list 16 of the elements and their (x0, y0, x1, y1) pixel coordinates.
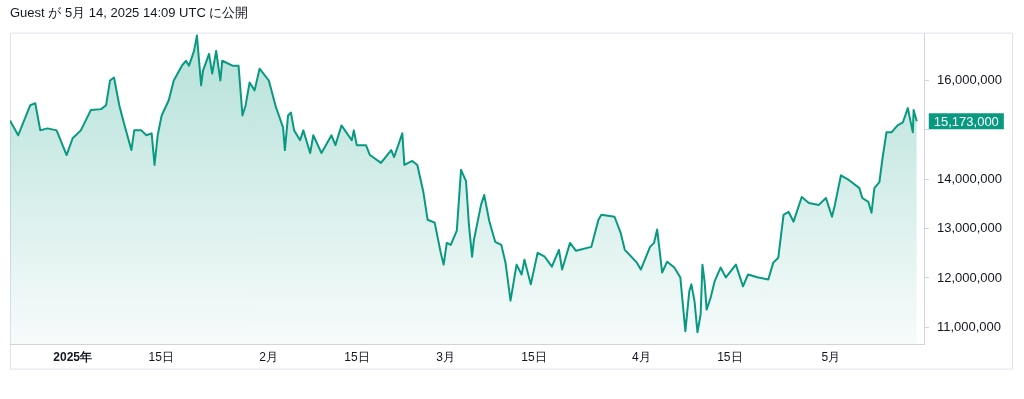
x-tick-label: 2025年 (53, 350, 93, 365)
annotation: 15,173,000 (933, 113, 999, 129)
y-tick-label: 12,000,000 (936, 269, 1003, 285)
y-tick-label: 16,000,000 (936, 72, 1003, 88)
x-tick-label: 15日 (148, 350, 174, 365)
x-tick-label: 4月 (632, 350, 651, 365)
x-tick-label: 15日 (717, 350, 743, 365)
x-tick-label: 5月 (821, 350, 841, 365)
y-tick-label: 14,000,000 (936, 170, 1003, 186)
x-tick-label: 2月 (259, 350, 278, 365)
y-tick-label: 11,000,000 (936, 318, 1002, 334)
x-tick-label: 15日 (344, 350, 370, 365)
y-tick-label: 13,000,000 (936, 220, 1003, 236)
chart-title: Guest が 5月 14, 2025 14:09 UTC に公開 (10, 5, 249, 21)
x-tick-label: 15日 (521, 350, 547, 365)
x-tick-label: 3月 (436, 350, 455, 365)
